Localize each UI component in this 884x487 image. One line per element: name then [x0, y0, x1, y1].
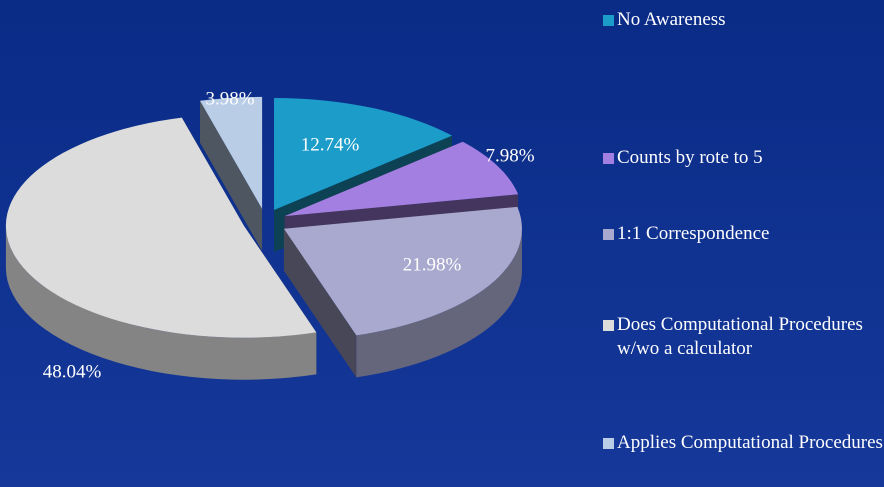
data-label: 21.98% — [403, 254, 462, 275]
legend-entry: No Awareness — [603, 8, 884, 32]
legend-label: No Awareness — [617, 9, 726, 30]
legend-entry: Counts by rote to 5 — [603, 146, 884, 170]
legend-swatch — [603, 320, 614, 331]
pie-slice — [5, 117, 317, 338]
pie-slice — [274, 97, 453, 210]
legend-label: 1:1 Correspondence — [617, 223, 770, 244]
legend-entry: Applies Computational Procedures — [603, 431, 884, 455]
legend-label: Counts by rote to 5 — [617, 147, 763, 168]
pie-slice — [284, 141, 519, 217]
slice-rim — [356, 228, 522, 378]
legend-swatch — [603, 153, 614, 164]
data-label: 48.04% — [43, 361, 102, 382]
legend-label: Does Computational Procedures w/wo a cal… — [617, 314, 863, 359]
data-label: 12.74% — [301, 134, 360, 155]
legend-entry: 1:1 Correspondence — [603, 222, 884, 246]
legend-swatch — [603, 15, 614, 26]
data-label: 3.98% — [205, 88, 254, 109]
legend-swatch — [603, 438, 614, 449]
tops — [5, 96, 522, 338]
legend-label: Applies Computational Procedures — [617, 432, 883, 453]
slice-wall — [283, 228, 357, 378]
legend-swatch — [603, 229, 614, 240]
pie-slice — [199, 96, 263, 209]
labels: 12.74% 7.98% 21.98% 48.04% 3.98% — [43, 88, 535, 382]
chart: 12.74% 7.98% 21.98% 48.04% 3.98% — [5, 88, 535, 382]
slice-wall — [199, 100, 263, 251]
slice-rim — [5, 225, 317, 380]
pie-slice — [283, 206, 522, 336]
data-label: 7.98% — [485, 145, 534, 166]
legend-entry: Does Computational Procedures w/wo a cal… — [603, 313, 884, 361]
